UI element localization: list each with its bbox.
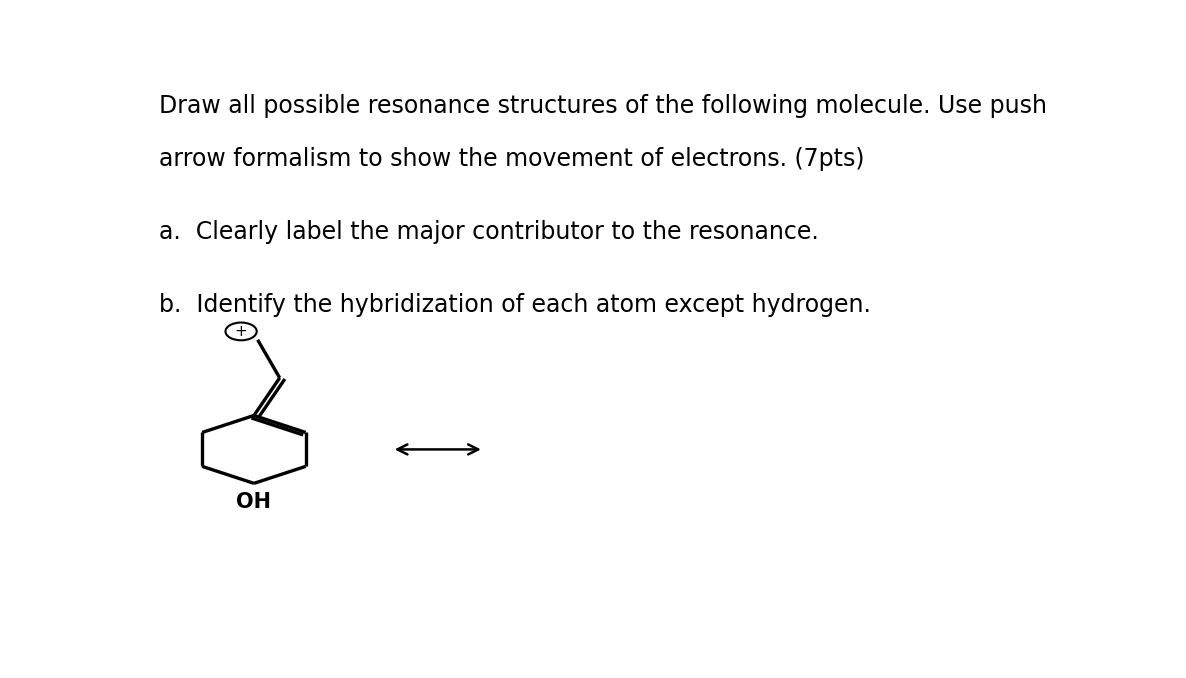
- Text: a.  Clearly label the major contributor to the resonance.: a. Clearly label the major contributor t…: [159, 220, 820, 243]
- Text: OH: OH: [236, 492, 272, 512]
- Text: +: +: [235, 324, 248, 339]
- Text: b.  Identify the hybridization of each atom except hydrogen.: b. Identify the hybridization of each at…: [159, 293, 872, 317]
- Text: Draw all possible resonance structures of the following molecule. Use push: Draw all possible resonance structures o…: [159, 94, 1047, 119]
- Text: arrow formalism to show the movement of electrons. (7pts): arrow formalism to show the movement of …: [159, 146, 865, 171]
